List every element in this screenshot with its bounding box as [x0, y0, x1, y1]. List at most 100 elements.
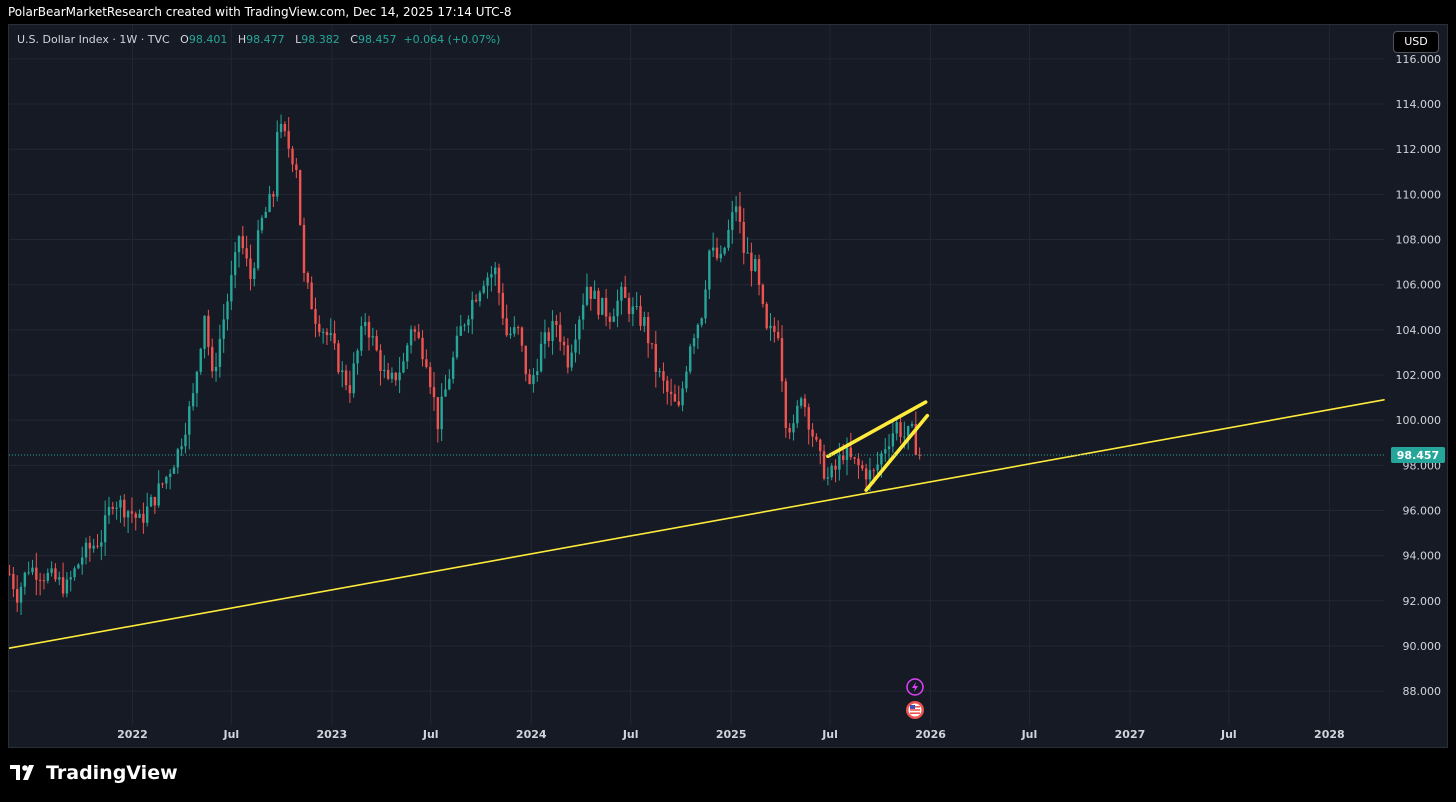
candle-body: [574, 339, 577, 353]
currency-button[interactable]: USD: [1393, 31, 1439, 53]
time-axis[interactable]: 2022 Jul 2023 Jul 2024 Jul 2025 Jul 2026 Jul 2027 J…: [117, 728, 1345, 741]
candle-body: [658, 371, 661, 373]
candle-body: [895, 422, 898, 434]
price-tick-label: 88.000: [1403, 685, 1442, 698]
time-tick-label: 2022: [117, 728, 148, 741]
candle-body: [799, 398, 803, 406]
candle-body: [884, 449, 887, 454]
candle-body: [149, 496, 153, 507]
candle-body: [539, 343, 543, 372]
candle-body: [639, 306, 642, 326]
candle-body: [704, 289, 707, 319]
high-label: H: [237, 33, 247, 46]
symbol-name[interactable]: U.S. Dollar Index · 1W · TVC: [17, 33, 170, 46]
drawing-annotations[interactable]: [9, 399, 1385, 650]
candle-body: [838, 455, 841, 470]
candle-body: [31, 567, 34, 573]
candle-body: [38, 579, 42, 581]
candle-body: [356, 350, 359, 364]
candle-body: [344, 370, 348, 386]
candle-body: [715, 247, 719, 259]
candle-body: [524, 345, 527, 375]
candle-body: [666, 380, 669, 392]
candle-body: [107, 506, 111, 516]
time-tick-label: 2026: [915, 728, 946, 741]
candle-body: [918, 454, 921, 456]
time-tick-label: Jul: [821, 728, 838, 741]
candle-body: [88, 542, 92, 549]
candle-body: [218, 338, 222, 367]
candle-body: [115, 507, 118, 509]
candle-body: [631, 306, 635, 315]
candle-body: [226, 301, 229, 320]
candle-body: [624, 286, 627, 298]
candle-body: [673, 394, 677, 402]
candle-body: [157, 483, 160, 506]
candle-body: [581, 304, 585, 320]
candle-body: [765, 304, 768, 329]
price-tick-label: 108.000: [1396, 234, 1442, 247]
candle-body: [711, 247, 715, 251]
time-tick-label: 2025: [716, 728, 747, 741]
candle-body: [81, 557, 84, 565]
candle-body: [811, 429, 814, 437]
candle-body: [69, 577, 72, 580]
candle-body: [700, 318, 703, 325]
candle-body: [578, 319, 581, 340]
candle-body: [559, 324, 562, 342]
candle-body: [153, 496, 157, 506]
price-label-tag: 98.457: [1391, 447, 1445, 464]
candle-body: [432, 387, 436, 398]
candle-body: [413, 329, 417, 332]
candle-body: [880, 453, 883, 465]
candle-body: [750, 252, 753, 272]
trendline[interactable]: [864, 413, 930, 492]
candle-body: [19, 586, 23, 603]
candle-body: [734, 206, 738, 213]
candle-body: [176, 449, 180, 468]
candle-body: [692, 338, 696, 347]
candle-body: [796, 405, 799, 424]
candle-body: [379, 350, 382, 371]
tradingview-logo[interactable]: TradingView: [10, 762, 178, 784]
candle-body: [184, 434, 187, 447]
price-tick-label: 104.000: [1396, 324, 1442, 337]
candle-body: [386, 369, 390, 379]
brand-name: TradingView: [46, 762, 178, 784]
price-chart[interactable]: 116.000 114.000 112.000 110.000 108.000 106.0…: [9, 25, 1448, 748]
candle-body: [302, 224, 306, 273]
candle-body: [268, 194, 271, 212]
candle-body: [50, 568, 53, 573]
candle-body: [333, 333, 336, 344]
lightning-event-icon[interactable]: [906, 678, 924, 696]
candle-body: [211, 346, 214, 372]
candle-body: [616, 300, 619, 317]
candle-body: [329, 333, 332, 336]
candle-body: [872, 470, 875, 472]
candle-body: [233, 252, 237, 276]
candle-body: [696, 324, 700, 339]
close-label: C: [350, 33, 358, 46]
time-tick-label: 2024: [516, 728, 547, 741]
candle-body: [681, 388, 684, 406]
candle-body: [689, 346, 692, 372]
candle-body: [253, 268, 256, 280]
candle-body: [754, 259, 757, 272]
trendline[interactable]: [826, 400, 928, 459]
candle-body: [509, 333, 512, 336]
candle-body: [348, 385, 352, 394]
candle-body: [910, 424, 914, 427]
candle-body: [727, 229, 730, 248]
us-flag-event-icon[interactable]: [906, 701, 924, 719]
high-value: 98.477: [246, 33, 285, 46]
candle-body: [42, 580, 46, 582]
price-axis[interactable]: 116.000 114.000 112.000 110.000 108.000 106.0…: [1396, 53, 1442, 698]
candle-body: [195, 371, 199, 394]
symbol-legend[interactable]: U.S. Dollar Index · 1W · TVC O98.401 H98…: [17, 33, 500, 46]
trendline[interactable]: [9, 399, 1385, 650]
candle-body: [402, 361, 405, 373]
candle-body: [214, 366, 218, 372]
chart-panel[interactable]: 116.000 114.000 112.000 110.000 108.000 106.0…: [8, 24, 1448, 748]
candle-body: [360, 326, 363, 351]
candle-body: [834, 465, 837, 470]
